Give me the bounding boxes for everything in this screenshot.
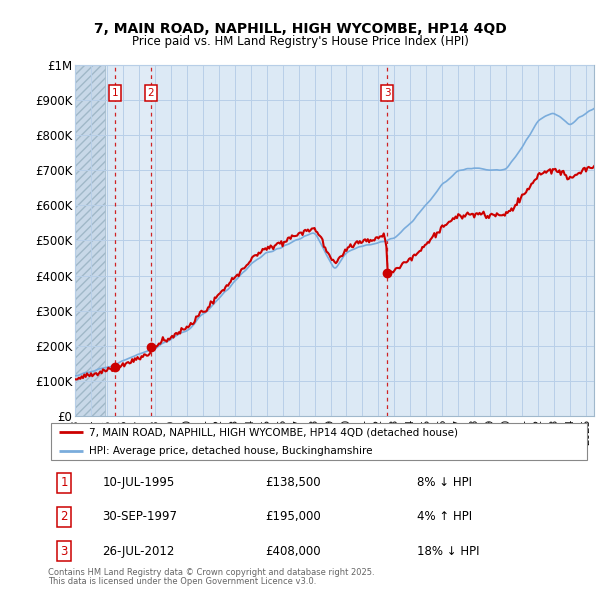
Text: 26-JUL-2012: 26-JUL-2012: [103, 545, 175, 558]
Text: 1: 1: [61, 476, 68, 490]
Text: 3: 3: [61, 545, 68, 558]
Text: 7, MAIN ROAD, NAPHILL, HIGH WYCOMBE, HP14 4QD (detached house): 7, MAIN ROAD, NAPHILL, HIGH WYCOMBE, HP1…: [89, 427, 458, 437]
FancyBboxPatch shape: [51, 423, 587, 460]
Text: This data is licensed under the Open Government Licence v3.0.: This data is licensed under the Open Gov…: [48, 577, 316, 586]
Text: £138,500: £138,500: [265, 476, 321, 490]
Text: 1: 1: [112, 88, 119, 98]
Text: 30-SEP-1997: 30-SEP-1997: [103, 510, 178, 523]
Text: Price paid vs. HM Land Registry's House Price Index (HPI): Price paid vs. HM Land Registry's House …: [131, 35, 469, 48]
Text: 8% ↓ HPI: 8% ↓ HPI: [417, 476, 472, 490]
Text: 2: 2: [61, 510, 68, 523]
Text: HPI: Average price, detached house, Buckinghamshire: HPI: Average price, detached house, Buck…: [89, 445, 372, 455]
Bar: [115, 65, 151, 416]
Text: 2: 2: [148, 88, 154, 98]
Text: 3: 3: [384, 88, 391, 98]
Text: 18% ↓ HPI: 18% ↓ HPI: [417, 545, 480, 558]
Text: Contains HM Land Registry data © Crown copyright and database right 2025.: Contains HM Land Registry data © Crown c…: [48, 568, 374, 576]
Text: £408,000: £408,000: [265, 545, 321, 558]
Text: 7, MAIN ROAD, NAPHILL, HIGH WYCOMBE, HP14 4QD: 7, MAIN ROAD, NAPHILL, HIGH WYCOMBE, HP1…: [94, 22, 506, 36]
Text: 10-JUL-1995: 10-JUL-1995: [103, 476, 175, 490]
Text: £195,000: £195,000: [265, 510, 321, 523]
Text: 4% ↑ HPI: 4% ↑ HPI: [417, 510, 472, 523]
